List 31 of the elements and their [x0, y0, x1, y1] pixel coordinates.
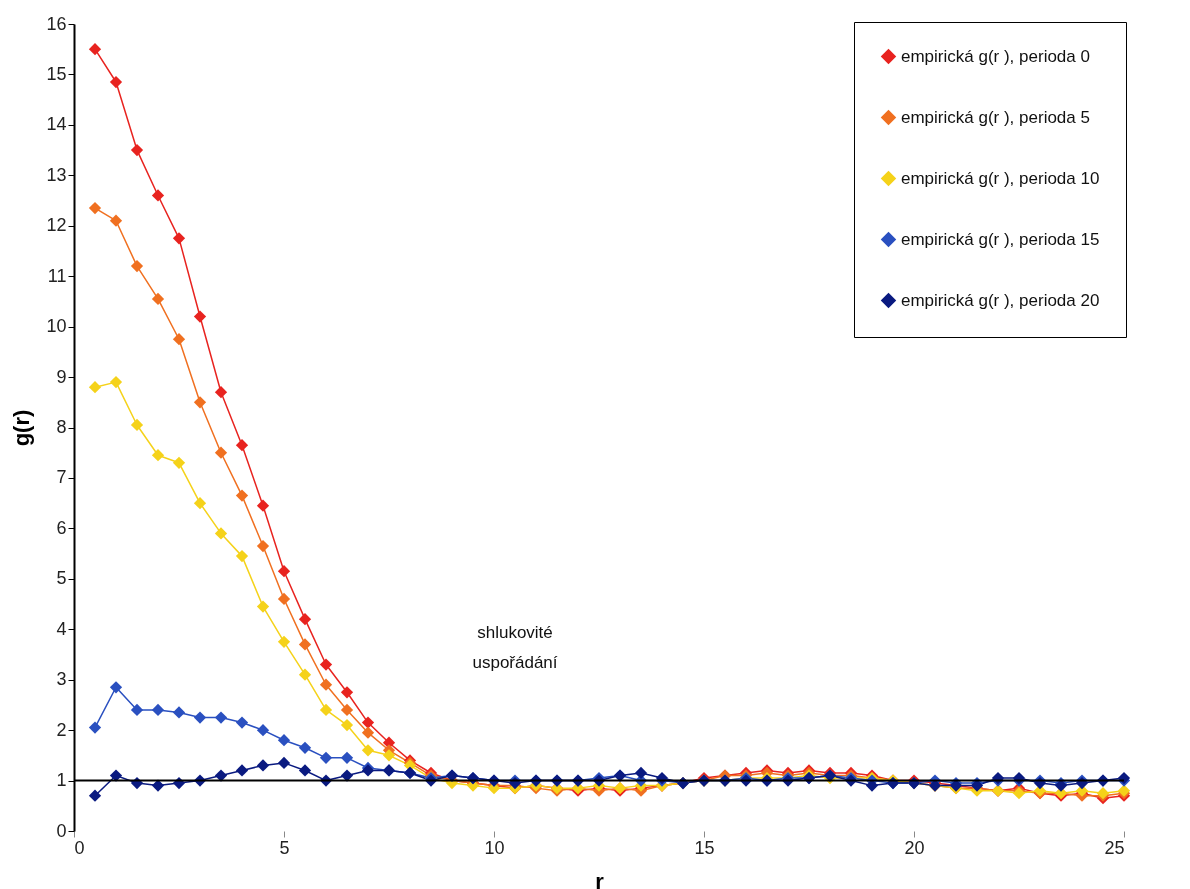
x-tick-label: 0 [74, 837, 85, 858]
y-axis-title: g(r) [9, 409, 35, 447]
y-tick-label: 16 [46, 13, 67, 34]
y-tick-label: 10 [46, 316, 67, 337]
legend-label: empirická g(r ), perioda 15 [901, 229, 1100, 249]
legend-label: empirická g(r ), perioda 20 [901, 290, 1100, 310]
y-tick-label: 13 [46, 164, 67, 185]
x-tick-label: 20 [904, 837, 925, 858]
y-tick-label: 11 [47, 265, 67, 286]
y-tick-label: 14 [46, 114, 67, 135]
y-tick-label: 0 [56, 820, 67, 841]
y-tick-label: 9 [56, 366, 67, 387]
y-tick-label: 1 [56, 770, 67, 791]
x-axis-title: r [595, 868, 605, 889]
y-tick-label: 8 [56, 417, 67, 437]
y-tick-label: 5 [56, 568, 67, 589]
y-tick-label: 4 [56, 618, 67, 639]
legend-label: empirická g(r ), perioda 0 [901, 46, 1090, 66]
y-tick-label: 6 [56, 517, 67, 538]
y-tick-label: 7 [56, 467, 67, 488]
x-tick-label: 25 [1104, 837, 1125, 858]
annotation: shlukovité uspořádání [472, 623, 558, 673]
x-tick-label: 10 [484, 837, 505, 858]
x-tick-label: 5 [279, 837, 290, 858]
legend-label: empirická g(r ), perioda 10 [901, 168, 1100, 188]
y-tick-label: 15 [46, 63, 67, 84]
y-tick-label: 2 [56, 719, 67, 740]
y-tick-label: 3 [56, 669, 67, 690]
y-tick-label: 12 [46, 215, 67, 236]
legend-label: empirická g(r ), perioda 5 [901, 107, 1090, 127]
x-tick-label: 15 [694, 837, 715, 858]
